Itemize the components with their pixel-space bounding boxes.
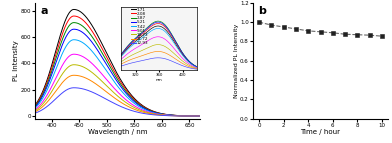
2.08 xyxy=(76,16,80,18)
7.42 xyxy=(131,101,135,103)
5.21 xyxy=(76,29,80,31)
12.93 xyxy=(62,90,67,92)
Line: 5.21: 5.21 xyxy=(35,29,200,116)
9.01 xyxy=(76,54,80,56)
12.93 xyxy=(33,112,38,114)
Line: 12.93: 12.93 xyxy=(35,88,200,116)
11.72 xyxy=(158,114,162,116)
1.71 xyxy=(76,9,80,11)
11.72 xyxy=(198,115,203,117)
9.01 xyxy=(71,53,76,55)
9.01 xyxy=(131,104,135,106)
1.71 xyxy=(108,60,113,61)
5.21 xyxy=(62,39,67,41)
2.87 xyxy=(131,98,135,100)
9.01 xyxy=(158,114,162,115)
11.72 xyxy=(143,112,148,114)
12.93 xyxy=(76,87,80,89)
2.08 xyxy=(33,105,38,106)
2.08 xyxy=(198,115,203,117)
7.42 xyxy=(108,75,113,77)
9.01 xyxy=(62,61,67,63)
2.87 xyxy=(198,115,203,117)
11.72 xyxy=(71,74,76,76)
11.72 xyxy=(33,111,38,113)
10.73 xyxy=(143,111,148,113)
10.73 xyxy=(198,115,203,117)
10.73 xyxy=(108,89,113,90)
12.93 xyxy=(108,100,113,102)
2.87 xyxy=(33,105,38,107)
Line: 2.87: 2.87 xyxy=(35,23,200,116)
5.21 xyxy=(71,28,76,30)
2.08 xyxy=(158,113,162,114)
1.71 xyxy=(131,96,135,98)
Line: 10.73: 10.73 xyxy=(35,65,200,116)
Legend: 1.71, 2.08, 2.87, 5.21, 7.42, 9.01, 10.73, 11.72, 12.93: 1.71, 2.08, 2.87, 5.21, 7.42, 9.01, 10.7… xyxy=(131,7,149,46)
10.73 xyxy=(76,64,80,66)
10.73 xyxy=(71,64,76,66)
2.87 xyxy=(143,108,148,110)
Y-axis label: PL Intensity: PL Intensity xyxy=(13,40,19,81)
2.87 xyxy=(108,66,113,68)
Line: 1.71: 1.71 xyxy=(35,9,200,116)
5.21 xyxy=(143,108,148,110)
12.93 xyxy=(131,110,135,112)
2.87 xyxy=(76,23,80,24)
9.01 xyxy=(198,115,203,117)
9.01 xyxy=(143,110,148,112)
7.42 xyxy=(76,39,80,41)
2.87 xyxy=(158,113,162,114)
5.21 xyxy=(158,113,162,115)
12.93 xyxy=(143,113,148,115)
1.71 xyxy=(62,22,67,23)
11.72 xyxy=(76,75,80,77)
Line: 7.42: 7.42 xyxy=(35,40,200,116)
7.42 xyxy=(198,115,203,117)
2.87 xyxy=(71,22,76,23)
7.42 xyxy=(62,48,67,50)
Line: 11.72: 11.72 xyxy=(35,75,200,116)
7.42 xyxy=(143,109,148,111)
10.73 xyxy=(131,106,135,108)
9.01 xyxy=(33,109,38,110)
2.08 xyxy=(62,27,67,29)
2.87 xyxy=(62,33,67,35)
10.73 xyxy=(62,70,67,72)
5.21 xyxy=(33,106,38,108)
12.93 xyxy=(198,115,203,117)
12.93 xyxy=(71,87,76,89)
1.71 xyxy=(198,115,203,117)
11.72 xyxy=(131,108,135,110)
Text: a: a xyxy=(40,6,48,16)
5.21 xyxy=(198,115,203,117)
X-axis label: Wavelength / nm: Wavelength / nm xyxy=(88,129,148,135)
1.71 xyxy=(158,112,162,114)
2.08 xyxy=(71,15,76,17)
12.93 xyxy=(158,114,162,116)
7.42 xyxy=(33,107,38,109)
5.21 xyxy=(108,70,113,72)
Line: 9.01: 9.01 xyxy=(35,54,200,116)
1.71 xyxy=(71,9,76,10)
Text: b: b xyxy=(258,6,266,16)
7.42 xyxy=(158,113,162,115)
2.08 xyxy=(108,63,113,65)
Y-axis label: Normalized PL Intensity: Normalized PL Intensity xyxy=(234,24,239,98)
11.72 xyxy=(62,79,67,81)
5.21 xyxy=(131,100,135,101)
1.71 xyxy=(33,104,38,106)
11.72 xyxy=(108,94,113,96)
10.73 xyxy=(158,114,162,116)
X-axis label: Time / hour: Time / hour xyxy=(301,129,341,135)
9.01 xyxy=(108,83,113,85)
7.42 xyxy=(71,39,76,41)
1.71 xyxy=(143,107,148,109)
2.08 xyxy=(143,107,148,109)
10.73 xyxy=(33,110,38,112)
Line: 2.08: 2.08 xyxy=(35,16,200,116)
2.08 xyxy=(131,97,135,99)
